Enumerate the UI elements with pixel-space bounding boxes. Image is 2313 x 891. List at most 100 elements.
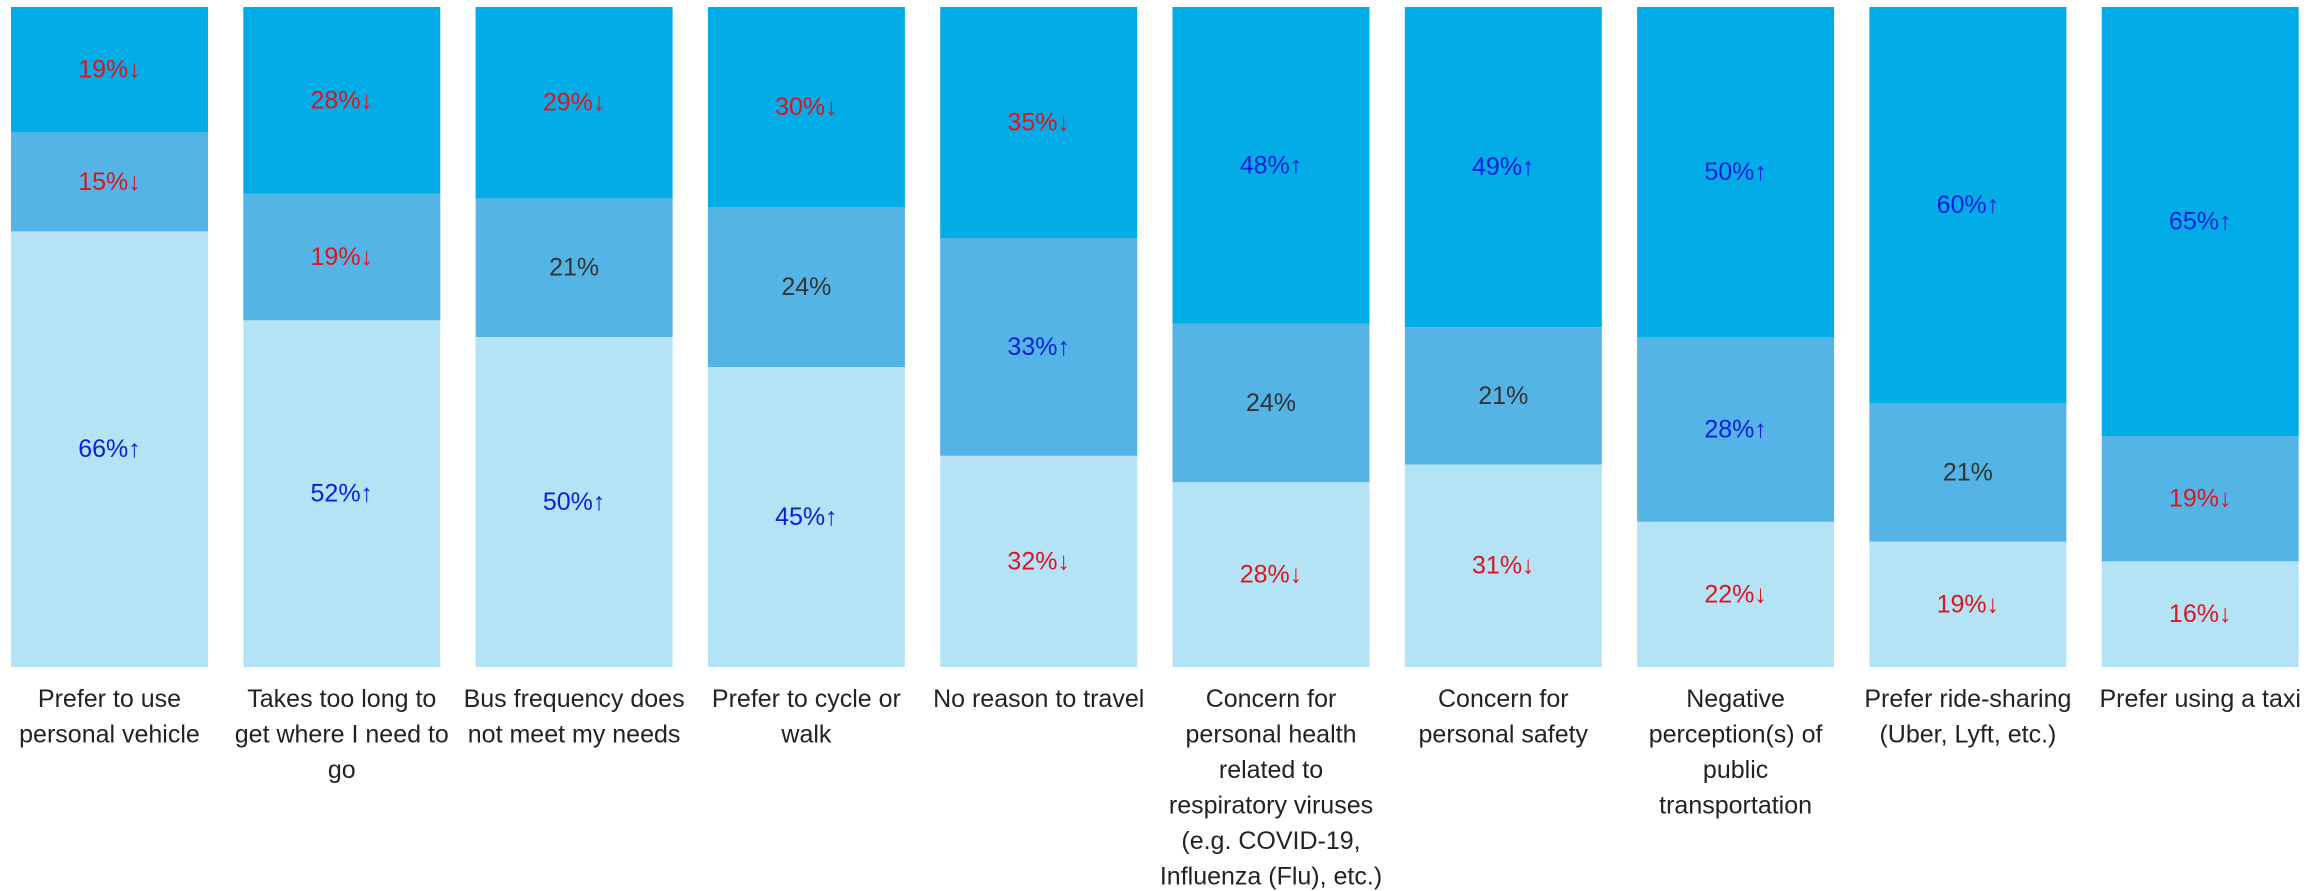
bar-segment xyxy=(1637,337,1835,522)
category-label-line: Prefer to cycle or xyxy=(712,685,901,713)
bar-group: 32%↓ 33%↑ 35%↓ No reason to travel xyxy=(933,7,1144,713)
bar-segment xyxy=(11,132,208,232)
data-label: 28%↑ xyxy=(1704,415,1767,443)
data-label: 29%↓ xyxy=(543,89,606,117)
bar-segment xyxy=(243,7,441,194)
bar-group: 45%↑ 24% 30%↓ Prefer to cycle or walk xyxy=(707,7,905,749)
category-label-line: Negative xyxy=(1686,685,1785,713)
bar-segment xyxy=(475,198,673,337)
data-label: 52%↑ xyxy=(311,480,374,508)
data-label: 28%↓ xyxy=(311,86,374,114)
data-label: 19%↓ xyxy=(2169,485,2232,513)
category-label: Concern for personal safety xyxy=(1419,685,1589,749)
category-label-line: respiratory viruses xyxy=(1169,792,1373,820)
data-label: 24% xyxy=(781,273,831,301)
bar-segment xyxy=(1404,7,1602,328)
bar-segment xyxy=(1404,464,1602,667)
category-label: Prefer to use personal vehicle xyxy=(19,685,200,749)
category-label: Concern for personal health related to resp… xyxy=(1160,685,1382,891)
category-label-line: Bus frequency does xyxy=(464,685,685,713)
category-label-line: transportation xyxy=(1659,792,1812,820)
bar-group: 50%↑ 21% 29%↓ Bus frequency does not meet my… xyxy=(464,7,685,749)
bar-segment xyxy=(940,7,1138,238)
category-label: Bus frequency does not meet my needs xyxy=(464,685,685,749)
category-label-line: Concern for xyxy=(1206,685,1337,713)
bar-segment xyxy=(1404,327,1602,465)
bar-segment xyxy=(1172,323,1370,483)
data-label: 66%↑ xyxy=(78,435,141,463)
data-label: 21% xyxy=(549,254,599,282)
category-label: No reason to travel xyxy=(933,685,1144,713)
bar-segment xyxy=(1869,7,2067,403)
data-label: 19%↓ xyxy=(1937,590,2000,618)
bar-segment xyxy=(2101,436,2299,562)
category-label-line: Prefer using a taxi xyxy=(2099,685,2301,713)
data-label: 22%↓ xyxy=(1704,580,1767,608)
category-label-line: Concern for xyxy=(1438,685,1569,713)
data-label: 19%↓ xyxy=(78,56,141,84)
data-label: 15%↓ xyxy=(78,168,141,196)
data-label: 60%↑ xyxy=(1937,191,2000,219)
data-label: 50%↑ xyxy=(1704,158,1767,186)
category-label-line: Influenza (Flu), etc.) xyxy=(1160,863,1382,891)
category-label: Prefer ride-sharing (Uber, Lyft, etc.) xyxy=(1864,685,2071,749)
bar-segment xyxy=(1869,403,2067,542)
category-label-line: perception(s) of xyxy=(1649,721,1823,749)
bar-group: 16%↓ 19%↓ 65%↑ Prefer using a taxi xyxy=(2099,7,2301,713)
data-label: 32%↓ xyxy=(1007,547,1070,575)
category-label-line: public xyxy=(1703,756,1768,784)
category-label-line: (Uber, Lyft, etc.) xyxy=(1879,721,2056,749)
bar-group: 52%↑ 19%↓ 28%↓ Takes too long to get where I… xyxy=(235,7,449,784)
bar-segment xyxy=(707,207,905,367)
data-label: 48%↑ xyxy=(1240,151,1303,179)
category-label-line: get where I need to xyxy=(235,721,449,749)
category-label-line: personal vehicle xyxy=(19,721,200,749)
data-label: 16%↓ xyxy=(2169,600,2232,628)
bar-segment xyxy=(475,7,673,199)
data-label: 19%↓ xyxy=(311,243,374,271)
bar-segment xyxy=(1869,541,2067,667)
category-label-line: (e.g. COVID-19, xyxy=(1181,827,1360,855)
bar-segment xyxy=(707,367,905,667)
bar-segment xyxy=(11,231,208,667)
category-label-line: Prefer to use xyxy=(38,685,181,713)
category-label: Prefer using a taxi xyxy=(2099,685,2301,713)
data-label: 24% xyxy=(1246,389,1296,417)
data-label: 49%↑ xyxy=(1472,153,1535,181)
bar-segment xyxy=(707,7,905,207)
bar-group: 66%↑ 15%↓ 19%↓ Prefer to use personal vehicl… xyxy=(11,7,208,749)
bar-segment xyxy=(1637,521,1835,667)
category-label-line: No reason to travel xyxy=(933,685,1144,713)
data-label: 21% xyxy=(1943,458,1993,486)
data-label: 65%↑ xyxy=(2169,208,2232,236)
category-label-line: personal safety xyxy=(1419,721,1589,749)
bar-segment xyxy=(1172,482,1370,667)
category-label: Prefer to cycle or walk xyxy=(712,685,901,749)
data-label: 50%↑ xyxy=(543,488,606,516)
bar-group: 31%↓ 21% 49%↑ Concern for personal safety xyxy=(1404,7,1602,749)
data-label: 33%↑ xyxy=(1007,333,1070,361)
bar-segment xyxy=(243,193,441,321)
bar-segment xyxy=(11,7,208,133)
bar-segment xyxy=(940,238,1138,456)
category-label-line: Takes too long to xyxy=(247,685,436,713)
bar-segment xyxy=(1637,7,1835,337)
category-label: Negative perception(s) of public transporta… xyxy=(1649,685,1823,820)
data-label: 28%↓ xyxy=(1240,561,1303,589)
category-label-line: walk xyxy=(780,721,832,749)
bar-segment xyxy=(2101,561,2299,667)
bar-segment xyxy=(243,320,441,667)
category-label: Takes too long to get where I need to go xyxy=(235,685,449,784)
bar-group: 22%↓ 28%↑ 50%↑ Negative perception(s) of publ… xyxy=(1637,7,1835,820)
bar-segment xyxy=(1172,7,1370,324)
bar-segment xyxy=(2101,7,2299,436)
data-label: 45%↑ xyxy=(775,503,838,531)
data-label: 21% xyxy=(1478,382,1528,410)
data-label: 35%↓ xyxy=(1007,109,1070,137)
bar-segment xyxy=(475,337,673,667)
category-label-line: related to xyxy=(1219,756,1323,784)
bar-segment xyxy=(940,455,1138,667)
bar-group: 28%↓ 24% 48%↑ Concern for personal health rel… xyxy=(1160,7,1382,891)
category-label-line: Prefer ride-sharing xyxy=(1864,685,2071,713)
